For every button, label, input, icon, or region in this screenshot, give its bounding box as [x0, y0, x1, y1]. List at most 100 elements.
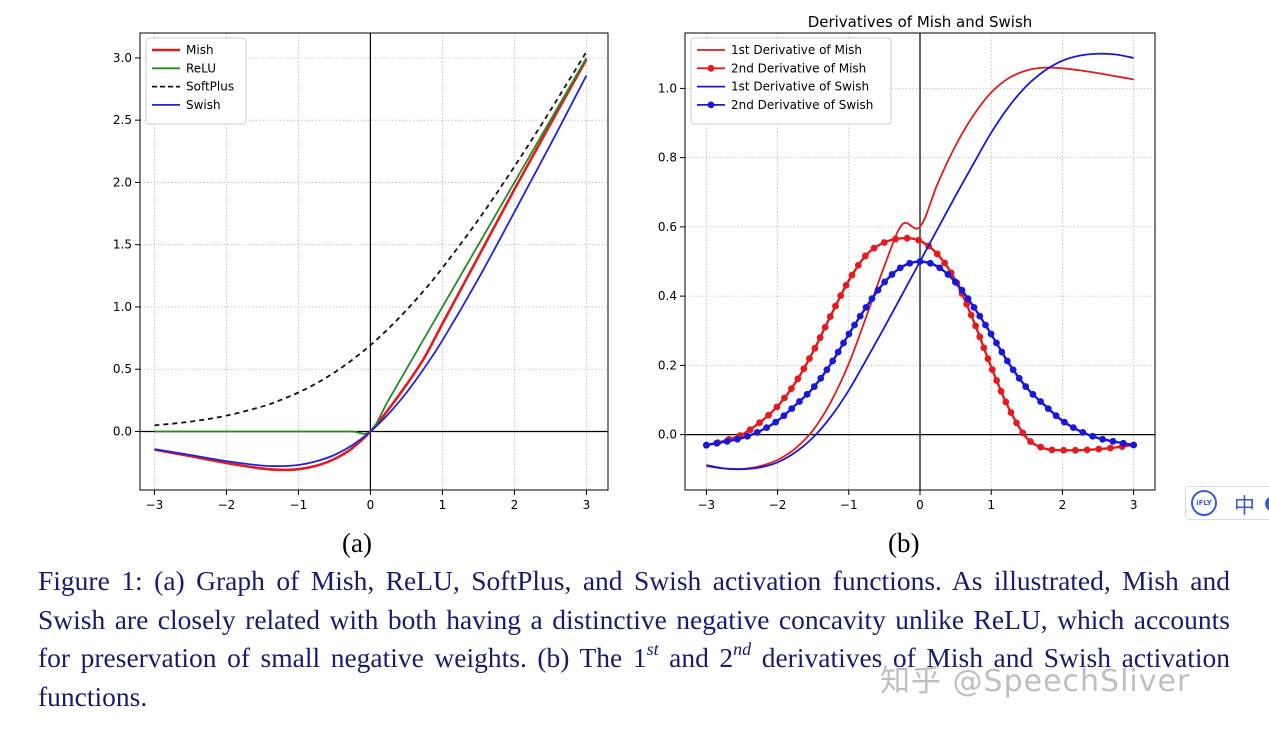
chart-b-series-3-point — [1119, 439, 1127, 447]
chart-b-series-3-point — [896, 264, 904, 272]
chart-a-series-3-line — [154, 75, 588, 468]
chart-b-series-1-point — [963, 300, 971, 308]
chart-b-xtick-label: 0 — [916, 498, 924, 512]
chart-b-legend-box — [690, 37, 892, 125]
caption-text-prefix: Figure 1: (a) Graph of Mish, ReLU, SoftP… — [38, 565, 1230, 673]
chart-b-series-3-point — [1029, 390, 1037, 398]
chart-b-series-1-point — [854, 261, 862, 269]
chart-b-series-1-point — [1107, 444, 1114, 452]
caption-sup-nd: nd — [733, 638, 752, 659]
chart-b-series-3-point — [1099, 435, 1106, 443]
chart-b-ytick-label: 0.4 — [658, 289, 677, 303]
chart-b-series-1-point — [816, 334, 824, 342]
chart-b-series-1-point — [972, 322, 980, 330]
chart-a-ytick-label: 0.5 — [113, 362, 132, 376]
chart-b-series-3-point — [926, 259, 934, 267]
ifly-floating-widget[interactable]: iFLY 中 ◖ — [1185, 486, 1269, 520]
chart-b-series-3-point — [951, 278, 959, 286]
chart-a-xtick-label: −3 — [146, 498, 164, 512]
chart-b-series-3-point — [958, 286, 966, 294]
chart-b-series-3-point — [1052, 412, 1060, 420]
chart-b-series-1-point — [870, 244, 878, 252]
chart-b-series-1-point — [941, 259, 949, 267]
chart-b-legend-label: 2nd Derivative of Swish — [731, 98, 873, 112]
chart-b-series-3-point — [993, 339, 1000, 347]
chart-a-ytick-label: 3.0 — [113, 51, 132, 65]
chart-b-series-3-point — [862, 303, 870, 311]
chart-b-series-3-point — [1003, 357, 1011, 365]
chart-b-series-3-point — [1060, 418, 1068, 426]
chart-b-ytick-label: 1.0 — [658, 81, 677, 95]
chart-b-series-1-point — [826, 313, 834, 320]
chart-a-series-2-line — [154, 51, 588, 427]
chart-a-ytick-label: 2.5 — [113, 113, 132, 127]
chart-b-series-1-point — [832, 302, 839, 310]
chart-b-xtick-label: 1 — [987, 498, 995, 512]
chart-b-series-1-point — [1013, 419, 1020, 427]
chart-b-series-3-point — [1009, 366, 1017, 374]
chart-b-series-1-point — [903, 234, 911, 242]
chart-b-series-3-point — [1022, 383, 1030, 390]
chart-a-xtick-label: 1 — [439, 498, 447, 512]
chart-a-legend-label: Swish — [186, 98, 221, 112]
chart-b-series-3-point — [840, 339, 847, 347]
chart-b-series-1-point — [794, 375, 802, 383]
chart-b-series-1-point — [993, 377, 1001, 384]
chart-b-series-3-point — [772, 418, 780, 426]
chart-b-series-3-point — [702, 441, 710, 449]
chart-a-ytick-label: 1.0 — [113, 300, 132, 314]
chart-b-series-1-point — [880, 239, 888, 246]
chart-b-ytick-label: 0.6 — [658, 220, 677, 234]
chart-b-series-3-point — [1109, 437, 1117, 445]
chart-b-series-3-point — [944, 271, 952, 278]
chart-a-xtick-label: 3 — [583, 498, 591, 512]
chart-b-series-1-point — [821, 323, 829, 331]
chart-b-xtick-label: 2 — [1059, 498, 1067, 512]
chart-b-series-3-point — [1079, 428, 1087, 436]
chart-b-ytick-label: 0.0 — [658, 428, 677, 442]
figure-charts: −3 −2 −1 0 1 2 3 0.0 0.5 1.0 1.5 2.0 2.5 3.0 Mish ReLU S… — [113, 13, 1156, 512]
chart-b-xtick-label: 3 — [1130, 498, 1138, 512]
chart-b-series-3-point — [753, 428, 761, 436]
chart-b-series-3-point — [817, 374, 825, 382]
chart-a-xtick-label: 0 — [367, 498, 375, 512]
chart-b-series-3-point — [845, 330, 853, 338]
chart-b-series-3-point — [734, 435, 741, 443]
chart-b-ytick-label: 0.2 — [658, 358, 677, 372]
subfigure-label-b: (b) — [888, 528, 920, 558]
chart-b-series-3-point — [829, 357, 837, 365]
chart-b: −3 −2 −1 0 1 2 3 0.0 0.2 0.4 0.6 0.8 1.0 Derivatives … — [658, 13, 1156, 512]
chart-b-series-1-point — [1060, 446, 1068, 454]
ifly-more-icon[interactable]: ◖ — [1264, 490, 1269, 514]
chart-b-series-1-point — [988, 366, 996, 374]
chart-a-legend-label: SoftPlus — [186, 80, 234, 94]
chart-b-series-1-point — [842, 281, 850, 289]
ifly-chinese-toggle[interactable]: 中 — [1234, 494, 1255, 518]
subfigure-label-a: (a) — [342, 528, 372, 558]
chart-a-legend-label: ReLU — [186, 61, 216, 75]
chart-b-series-3-point — [906, 259, 914, 267]
chart-b-series-3-point — [796, 398, 803, 405]
chart-b-series-3-point — [936, 264, 944, 272]
chart-b-series-3-point — [874, 286, 882, 294]
chart-b-series-3-point — [1130, 441, 1138, 449]
chart-a-series-1-line — [154, 57, 588, 435]
chart-b-series-3-point — [916, 258, 924, 265]
chart-b-series-1-point — [1071, 446, 1079, 454]
chart-b-title: Derivatives of Mish and Swish — [808, 13, 1033, 31]
chart-a-ytick-label: 1.5 — [113, 238, 132, 252]
chart-a-legend-box — [145, 37, 247, 125]
chart-b-series-1-point — [997, 387, 1005, 395]
chart-b-series-3-point — [1069, 424, 1077, 432]
chart-b-xtick-label: −3 — [698, 498, 716, 512]
chart-b-series-3-point — [888, 271, 896, 278]
chart-b-series-3-point — [834, 348, 842, 356]
chart-b-series-3-point — [713, 439, 721, 447]
zhihu-watermark: 知乎 @SpeechSliver — [880, 664, 1191, 699]
chart-b-series-3-point — [998, 348, 1006, 356]
chart-b-series-1-point — [1002, 398, 1010, 406]
chart-b-series-3-point — [976, 312, 984, 320]
chart-b-series-1-point — [781, 394, 788, 402]
ifly-logo-icon[interactable]: iFLY — [1191, 490, 1217, 516]
chart-b-series-1-point — [848, 271, 856, 279]
